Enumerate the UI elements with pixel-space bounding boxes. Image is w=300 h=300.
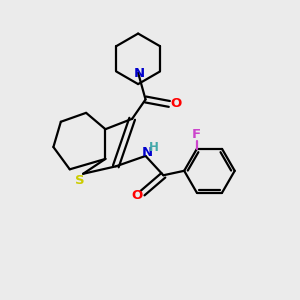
Text: N: N: [142, 146, 153, 160]
Text: F: F: [192, 128, 201, 141]
Text: H: H: [149, 141, 159, 154]
Text: O: O: [170, 98, 182, 110]
Text: S: S: [75, 174, 84, 187]
Text: N: N: [134, 67, 145, 80]
Text: O: O: [132, 189, 143, 202]
